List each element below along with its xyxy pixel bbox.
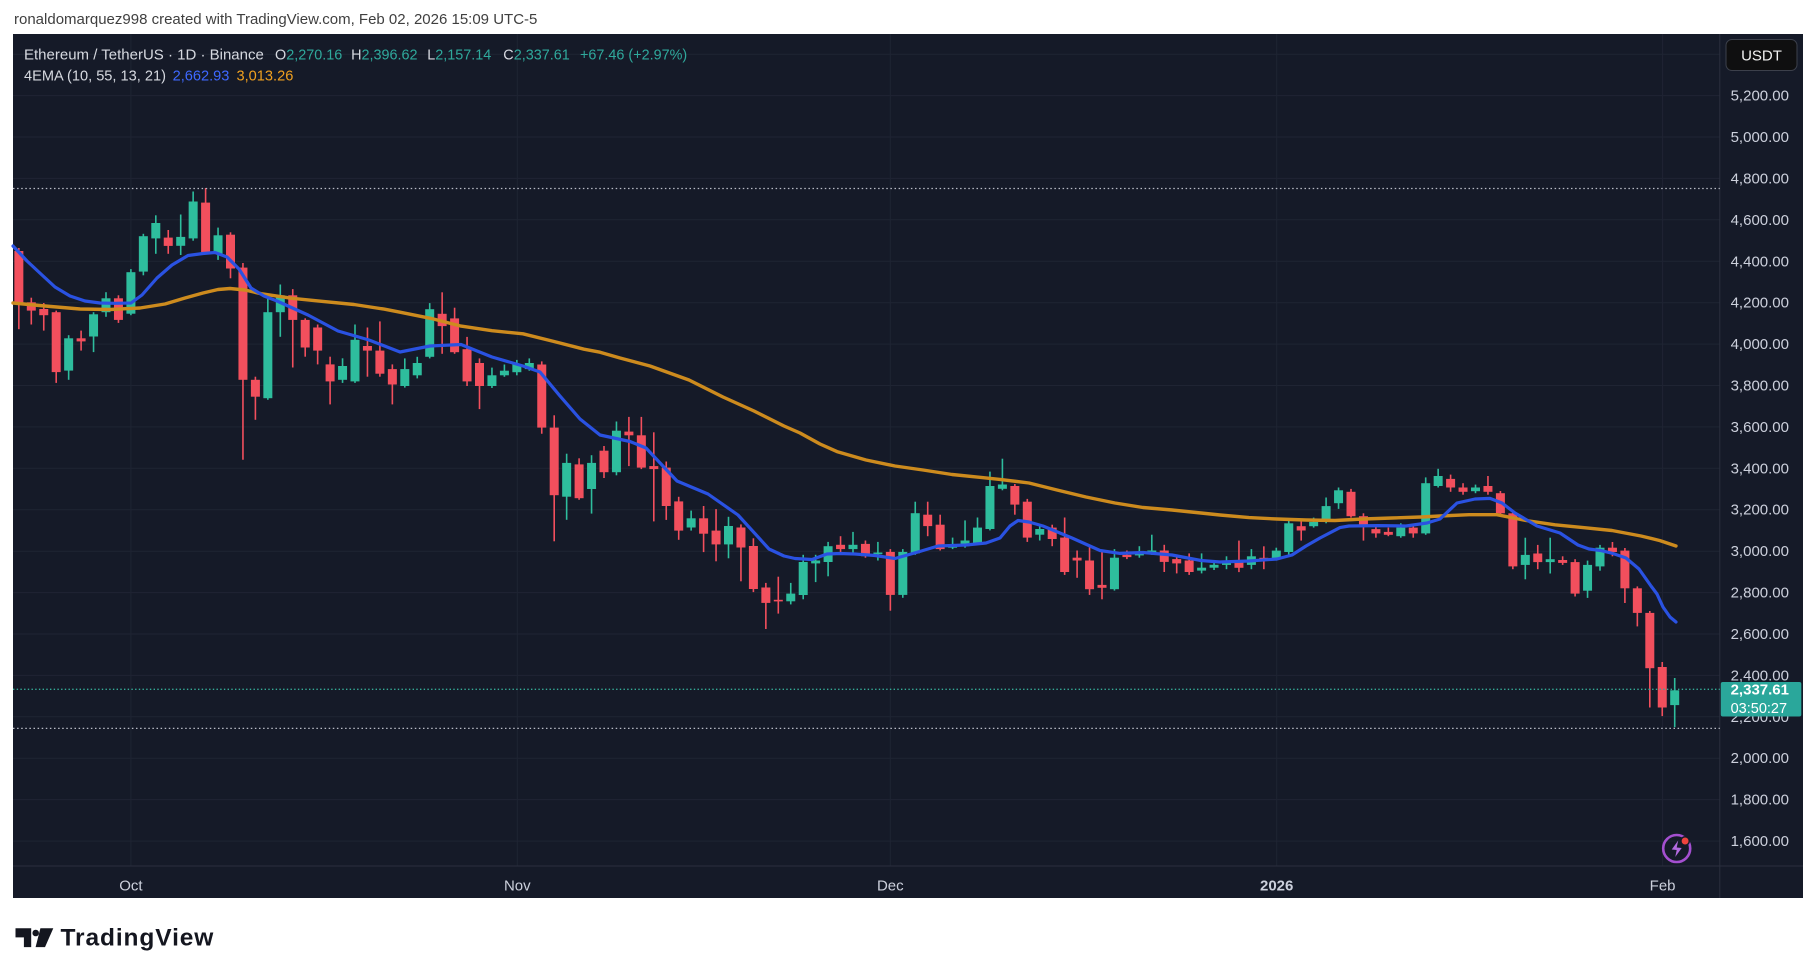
svg-text:5,000.00: 5,000.00 bbox=[1731, 129, 1789, 146]
svg-text:3,013.26: 3,013.26 bbox=[237, 69, 294, 85]
svg-text:4,200.00: 4,200.00 bbox=[1731, 295, 1789, 312]
svg-text:4,000.00: 4,000.00 bbox=[1731, 336, 1789, 353]
svg-text:2,662.93: 2,662.93 bbox=[173, 69, 230, 85]
svg-text:5,200.00: 5,200.00 bbox=[1731, 88, 1789, 105]
svg-text:Dec: Dec bbox=[877, 878, 904, 895]
svg-text:3,000.00: 3,000.00 bbox=[1731, 543, 1789, 560]
svg-text:TradingView: TradingView bbox=[61, 925, 215, 952]
svg-text:Oct: Oct bbox=[119, 878, 143, 895]
svg-text:2,600.00: 2,600.00 bbox=[1731, 626, 1789, 643]
svg-text:3,200.00: 3,200.00 bbox=[1731, 502, 1789, 519]
svg-text:4,800.00: 4,800.00 bbox=[1731, 170, 1789, 187]
svg-text:1,600.00: 1,600.00 bbox=[1731, 833, 1789, 850]
svg-text:USDT: USDT bbox=[1741, 48, 1782, 65]
svg-text:Feb: Feb bbox=[1650, 878, 1676, 895]
svg-text:03:50:27: 03:50:27 bbox=[1731, 701, 1787, 717]
svg-text:4,400.00: 4,400.00 bbox=[1731, 253, 1789, 270]
svg-text:2,800.00: 2,800.00 bbox=[1731, 585, 1789, 602]
svg-text:2,337.61: 2,337.61 bbox=[1731, 682, 1789, 699]
svg-text:Ethereum / TetherUS · 1D · Bin: Ethereum / TetherUS · 1D · Binance bbox=[24, 47, 264, 64]
svg-text:3,800.00: 3,800.00 bbox=[1731, 378, 1789, 395]
svg-text:4EMA (10, 55, 13, 21): 4EMA (10, 55, 13, 21) bbox=[24, 69, 166, 85]
svg-text:2,400.00: 2,400.00 bbox=[1731, 667, 1789, 684]
svg-text:3,400.00: 3,400.00 bbox=[1731, 460, 1789, 477]
svg-text:4,600.00: 4,600.00 bbox=[1731, 212, 1789, 229]
svg-text:2026: 2026 bbox=[1260, 878, 1293, 895]
svg-text:3,600.00: 3,600.00 bbox=[1731, 419, 1789, 436]
svg-text:Nov: Nov bbox=[504, 878, 531, 895]
svg-text:2,000.00: 2,000.00 bbox=[1731, 750, 1789, 767]
svg-text:1,800.00: 1,800.00 bbox=[1731, 792, 1789, 809]
